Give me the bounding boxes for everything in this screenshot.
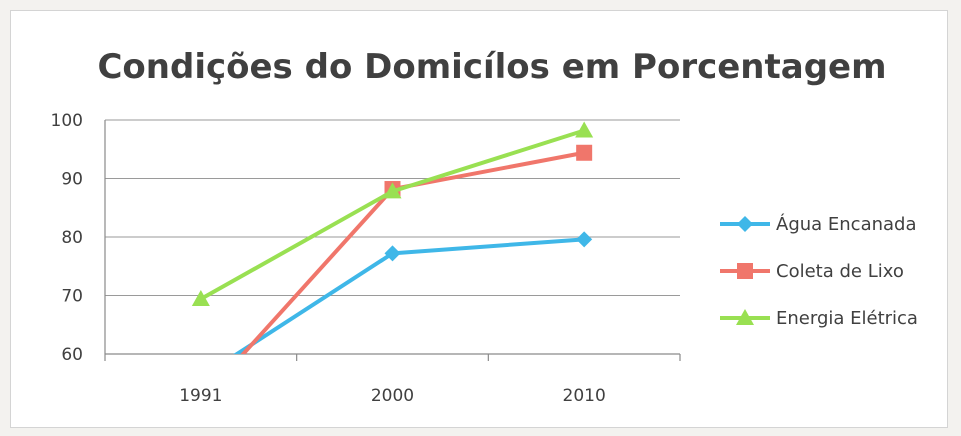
- data-point: [384, 245, 401, 262]
- series-group: [191, 121, 594, 354]
- data-point: [575, 121, 594, 138]
- y-tick-label: 70: [61, 287, 83, 307]
- axes: [104, 120, 681, 361]
- legend-marker: [736, 309, 754, 325]
- chart-title: Condições do Domicílos em Porcentagem: [97, 47, 886, 87]
- legend-label: Água Encanada: [776, 213, 917, 235]
- legend-marker: [737, 263, 753, 279]
- legend: Água Encanada Coleta de Lixo Energia Elétr…: [720, 213, 918, 329]
- x-tick-label: 1991: [179, 386, 222, 406]
- legend-label: Coleta de Lixo: [776, 261, 904, 282]
- gridlines: [105, 119, 680, 296]
- y-tick-label: 80: [61, 228, 83, 248]
- y-axis-ticks: 60 70 80 90 100: [51, 111, 83, 365]
- chart-frame: [10, 10, 948, 428]
- data-point: [383, 182, 402, 199]
- series-line: [199, 128, 585, 301]
- y-tick-label: 90: [61, 170, 83, 190]
- data-point: [576, 144, 593, 161]
- x-axis-ticks: 1991 2000 2010: [179, 386, 606, 406]
- data-point: [191, 290, 210, 307]
- data-point: [576, 231, 593, 248]
- legend-marker: [737, 216, 753, 232]
- legend-label: Energia Elétrica: [776, 308, 918, 329]
- x-tick-label: 2000: [371, 386, 414, 406]
- y-tick-label: 60: [61, 345, 83, 365]
- x-tick-label: 2010: [563, 386, 606, 406]
- y-tick-label: 100: [51, 111, 83, 131]
